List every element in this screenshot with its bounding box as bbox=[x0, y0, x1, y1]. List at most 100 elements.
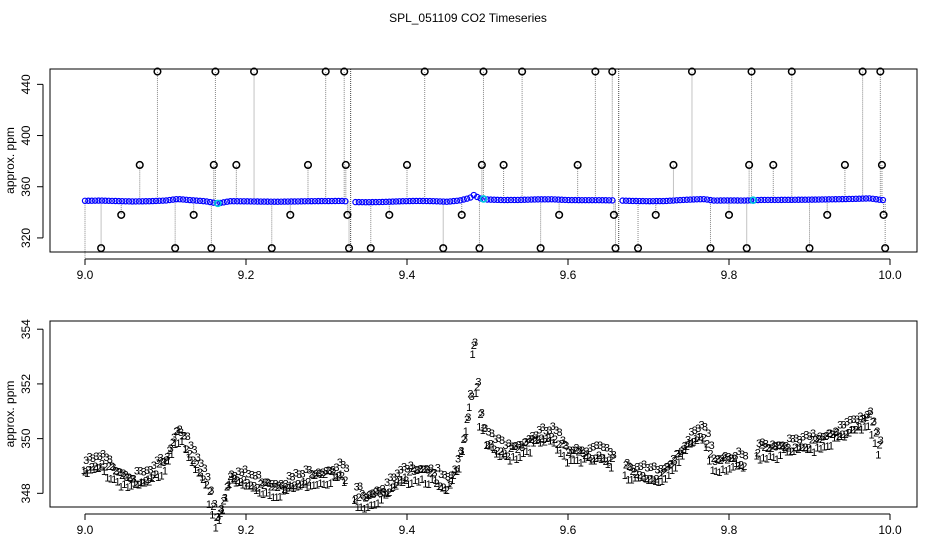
series-3-point: 3 bbox=[766, 443, 772, 455]
series-3-point: 3 bbox=[364, 492, 370, 504]
series-1-point: 1 bbox=[108, 474, 114, 486]
baseline-point bbox=[866, 195, 873, 202]
series-3-point: 3 bbox=[695, 423, 701, 435]
baseline-point bbox=[727, 197, 734, 204]
series-1-point: 1 bbox=[740, 462, 746, 474]
series-1-point: 1 bbox=[341, 477, 347, 489]
series-1-point: 1 bbox=[828, 441, 834, 453]
series-3-point: 3 bbox=[763, 438, 769, 450]
baseline-point bbox=[673, 197, 680, 204]
series-2-point: 2 bbox=[92, 461, 98, 473]
baseline-point bbox=[118, 197, 126, 205]
spike-points bbox=[97, 67, 890, 253]
series-1-point: 1 bbox=[872, 438, 878, 450]
series-2-point: 2 bbox=[569, 447, 575, 459]
series-1-point: 1 bbox=[727, 464, 733, 476]
series-2-point: 2 bbox=[789, 446, 795, 458]
baseline-point bbox=[315, 197, 322, 205]
series-1-point: 1 bbox=[693, 433, 699, 445]
spike-point bbox=[171, 244, 180, 253]
series-3-point: 3 bbox=[506, 438, 512, 450]
series-3-point: 3 bbox=[127, 473, 133, 485]
baseline-point bbox=[653, 197, 660, 205]
series-3-point: 3 bbox=[492, 434, 498, 446]
series-2-point: 2 bbox=[755, 448, 761, 460]
series-1-point: 1 bbox=[669, 465, 675, 477]
series-3-point: 3 bbox=[556, 427, 562, 439]
series-2-point: 2 bbox=[596, 450, 602, 462]
series-2-point: 2 bbox=[694, 435, 700, 447]
baseline-point bbox=[426, 197, 434, 205]
series-1-point: 1 bbox=[121, 479, 127, 491]
series-1-point: 1 bbox=[297, 480, 303, 492]
series-2-point: 2 bbox=[437, 481, 443, 493]
series-3-point: 3 bbox=[340, 460, 346, 472]
baseline-point bbox=[233, 198, 241, 205]
baseline-point bbox=[95, 197, 102, 204]
baseline-point bbox=[737, 197, 745, 204]
series-1-point: 1 bbox=[500, 449, 506, 461]
series-2-point: 2 bbox=[116, 467, 122, 479]
bottom-x-tick-label: 9.8 bbox=[721, 523, 738, 537]
baseline-point bbox=[605, 197, 613, 204]
series-3-point: 3 bbox=[313, 468, 319, 480]
series-1-point: 1 bbox=[91, 464, 97, 476]
series-3-point: 3 bbox=[256, 469, 262, 481]
series-3-point: 3 bbox=[499, 435, 505, 447]
series-1-point: 1 bbox=[581, 453, 587, 465]
series-3-point: 3 bbox=[607, 447, 613, 459]
series-1-point: 1 bbox=[98, 461, 104, 473]
baseline-point bbox=[511, 196, 518, 204]
series-2-point: 2 bbox=[254, 482, 260, 494]
series-1-point: 1 bbox=[280, 486, 286, 498]
series-3-point: 3 bbox=[729, 453, 735, 465]
baseline-point bbox=[413, 197, 420, 205]
series-1-point: 1 bbox=[510, 452, 516, 464]
series-1-point: 1 bbox=[446, 478, 452, 490]
series-3-point: 3 bbox=[783, 440, 789, 452]
series-2-point: 2 bbox=[308, 469, 314, 481]
series-1-point: 1 bbox=[284, 485, 290, 497]
series-2-point: 2 bbox=[133, 479, 139, 491]
bottom-y-tick-label: 350 bbox=[19, 428, 33, 448]
baseline-point bbox=[639, 197, 647, 205]
baseline-point bbox=[423, 197, 430, 205]
spike-point bbox=[499, 160, 508, 170]
series-1-point: 1 bbox=[476, 422, 482, 434]
series-3-point: 3 bbox=[154, 455, 160, 467]
baseline-point bbox=[419, 197, 427, 205]
series-2-point: 2 bbox=[281, 484, 287, 496]
baseline-point bbox=[335, 197, 342, 205]
series-2-point: 2 bbox=[505, 451, 511, 463]
series-2-point: 2 bbox=[775, 440, 781, 452]
series-3-point: 3 bbox=[803, 429, 809, 441]
baseline-point bbox=[139, 198, 146, 205]
series-2-point: 2 bbox=[180, 431, 186, 443]
spike-point bbox=[633, 244, 643, 253]
baseline-point bbox=[517, 196, 525, 204]
series-3-point: 3 bbox=[215, 512, 221, 524]
series-1-point: 1 bbox=[409, 478, 415, 490]
baseline-point bbox=[818, 196, 826, 203]
baseline-point bbox=[703, 196, 711, 203]
highlight-point bbox=[479, 195, 488, 203]
series-2-point: 2 bbox=[251, 481, 257, 493]
series-1-point: 1 bbox=[115, 477, 121, 489]
series-2-point: 2 bbox=[278, 479, 284, 491]
baseline-point bbox=[210, 199, 217, 206]
baseline-point bbox=[237, 198, 244, 205]
series-1-point: 1 bbox=[808, 444, 814, 456]
baseline-point bbox=[301, 198, 308, 205]
series-2-point: 2 bbox=[292, 480, 298, 492]
series-2-point: 2 bbox=[288, 481, 294, 493]
bottom-x-tick-label: 10.0 bbox=[878, 523, 902, 537]
series-3-point: 3 bbox=[634, 462, 640, 474]
series-3-point: 3 bbox=[310, 470, 316, 482]
series-3-point: 3 bbox=[266, 478, 272, 490]
series-3-point: 3 bbox=[198, 458, 204, 470]
baseline-point bbox=[805, 196, 812, 203]
series-1-point: 1 bbox=[689, 438, 695, 450]
series-2-point: 2 bbox=[731, 453, 737, 465]
series-1-point: 1 bbox=[361, 504, 367, 516]
series-3-point: 3 bbox=[584, 446, 590, 458]
